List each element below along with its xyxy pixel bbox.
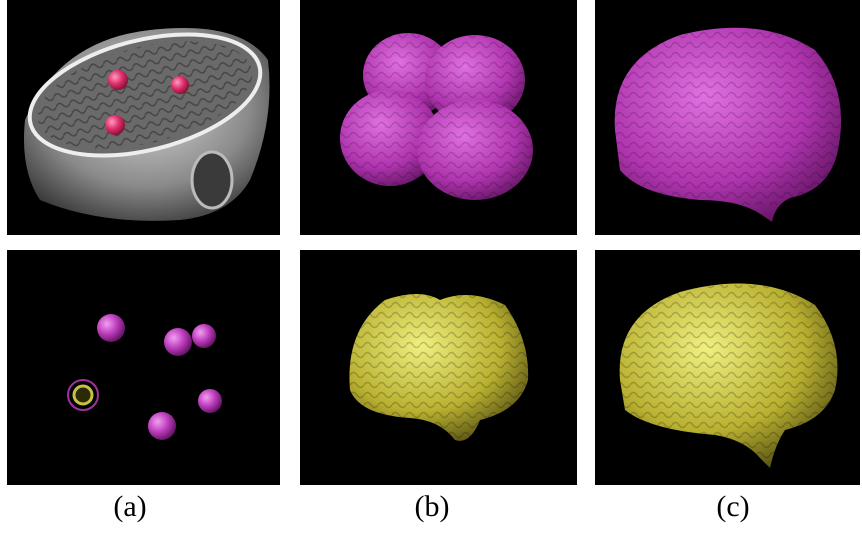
panel-a-spheres (7, 250, 280, 485)
panel-b-purple-lobes (300, 0, 577, 235)
panel-c-purple-brain (595, 0, 860, 235)
sphere-core (74, 386, 92, 404)
caption: (b) (415, 490, 450, 523)
caption: (a) (113, 490, 146, 523)
electrode (171, 76, 189, 94)
sphere (148, 412, 176, 440)
panel-a-head (7, 0, 280, 235)
figure: (a) (b) (c) (0, 0, 862, 535)
caption: (c) (716, 490, 749, 523)
electrode (105, 115, 125, 135)
sphere (192, 324, 216, 348)
panel-c-yellow-brain (595, 250, 860, 485)
electrode (108, 70, 128, 90)
brain-texture (345, 290, 535, 440)
brain-texture (615, 285, 840, 460)
sphere (97, 314, 125, 342)
page: (a) (b) (c) (() => { const data = JSON.p… (0, 0, 862, 535)
brain-texture (615, 30, 845, 205)
lobe-texture (340, 30, 540, 205)
panel-background (7, 250, 280, 485)
ear (192, 152, 232, 208)
panel-b-yellow-brain (300, 250, 577, 485)
sphere (198, 389, 222, 413)
sphere (164, 328, 192, 356)
